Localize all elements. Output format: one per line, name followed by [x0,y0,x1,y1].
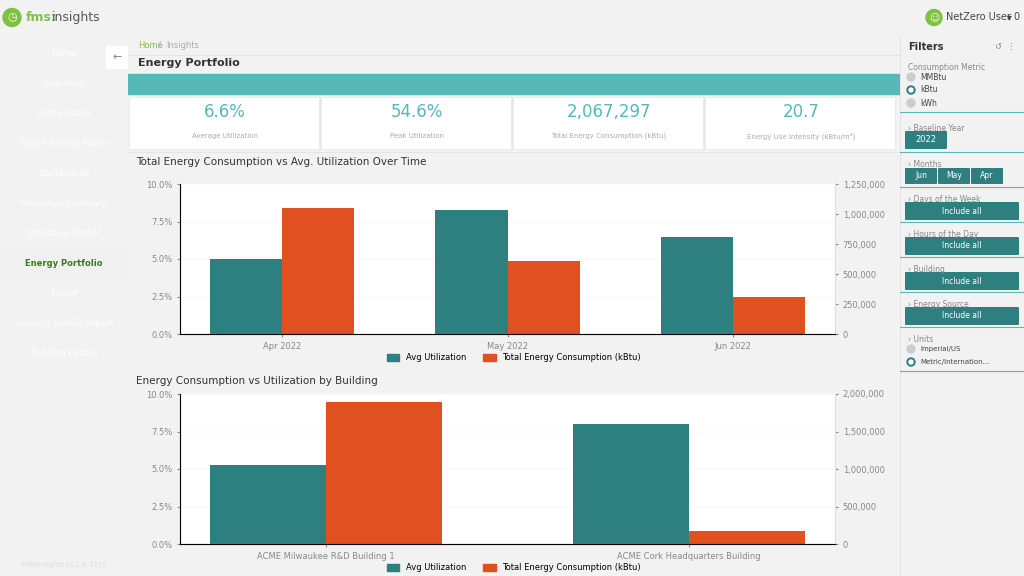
Text: › Energy Source: › Energy Source [908,300,969,309]
Text: ▾: ▾ [1008,13,1012,22]
Bar [572,424,689,544]
Bar [733,297,805,334]
Bar [106,46,128,68]
Text: Space Activity Matrix: Space Activity Matrix [19,138,109,147]
Text: › Building: › Building [908,265,945,274]
Text: insights: insights [52,11,100,24]
FancyBboxPatch shape [905,307,1019,325]
Circle shape [907,358,915,366]
Legend: Avg Utilization, Total Energy Consumption (kBtu): Avg Utilization, Total Energy Consumptio… [384,560,644,576]
Text: 2022: 2022 [915,135,937,145]
Text: › Baseline Year: › Baseline Year [908,124,965,133]
Bar [689,531,805,544]
Text: ↺  ⋮: ↺ ⋮ [995,43,1016,51]
Bar [321,97,511,149]
Text: Import: Import [50,289,78,297]
Text: Utilization Summary: Utilization Summary [22,199,106,207]
Text: Include all: Include all [942,276,982,286]
Text: 6.6%: 6.6% [204,103,246,120]
Text: Home: Home [138,40,163,50]
Bar [705,97,895,149]
Text: FMSInsights (3.1.0.317): FMSInsights (3.1.0.317) [23,562,105,568]
Text: › Units: › Units [908,335,933,344]
Text: Apr: Apr [980,172,993,180]
Bar [513,97,703,149]
Text: 2,067,297: 2,067,297 [566,103,651,120]
Text: 20.7: 20.7 [782,103,819,120]
Text: 54.6%: 54.6% [391,103,443,120]
Text: ←: ← [113,52,122,62]
Text: Building Details Import: Building Details Import [15,319,113,328]
Text: Total Energy Consumption vs Avg. Utilization Over Time: Total Energy Consumption vs Avg. Utiliza… [136,157,426,166]
Circle shape [907,73,915,81]
Text: ◷: ◷ [7,13,16,22]
Text: › Months: › Months [908,160,942,169]
Text: Peak Utilization: Peak Utilization [390,133,444,139]
Circle shape [907,345,915,353]
FancyBboxPatch shape [938,168,970,184]
Bar [326,401,442,544]
Text: Insights: Insights [166,40,199,50]
Text: kBtu: kBtu [920,85,938,94]
Bar [0,252,128,274]
Circle shape [909,360,913,364]
Text: Live View: Live View [44,78,84,88]
FancyBboxPatch shape [905,168,937,184]
Text: Dashboards: Dashboards [39,169,89,177]
Text: Average Utilization: Average Utilization [193,133,258,139]
Text: Metric/Internation...: Metric/Internation... [920,359,989,365]
FancyBboxPatch shape [971,168,1002,184]
Legend: Avg Utilization, Total Energy Consumption (kBtu): Avg Utilization, Total Energy Consumptio… [384,350,644,366]
Text: Include all: Include all [942,207,982,215]
Text: Energy Consumption vs Utilization by Building: Energy Consumption vs Utilization by Bui… [136,376,378,386]
Text: Filters: Filters [908,42,943,52]
Text: May: May [946,172,962,180]
Circle shape [3,9,22,26]
FancyBboxPatch shape [905,272,1019,290]
Text: Building Details: Building Details [31,348,97,358]
Circle shape [907,86,915,94]
Text: fms:: fms: [26,11,57,24]
Bar [210,259,282,334]
FancyBboxPatch shape [905,237,1019,255]
Text: Total Energy Consumption (kBtu): Total Energy Consumption (kBtu) [551,132,667,139]
Bar [660,237,733,334]
FancyBboxPatch shape [905,131,947,149]
Text: Home: Home [51,48,77,58]
Circle shape [909,88,913,92]
Bar [282,208,354,334]
Bar [435,210,508,334]
Bar [128,74,900,94]
Text: Energy Use Intensity (kBtu/m²): Energy Use Intensity (kBtu/m²) [746,132,855,140]
Text: kWh: kWh [920,98,937,108]
Text: Utilization Details: Utilization Details [27,229,101,237]
Text: Imperial/US: Imperial/US [920,346,961,352]
Text: Include all: Include all [942,312,982,320]
Text: › Hours of the Day: › Hours of the Day [908,230,978,239]
Text: Jun: Jun [915,172,927,180]
Text: › Days of the Week: › Days of the Week [908,195,981,204]
Text: Configuration: Configuration [36,108,92,118]
Text: MMBtu: MMBtu [920,73,946,81]
Text: Energy Portfolio: Energy Portfolio [26,259,102,267]
Text: ☺: ☺ [929,13,939,22]
Text: /: / [158,40,161,50]
Bar [129,97,319,149]
Text: Include all: Include all [942,241,982,251]
Circle shape [926,9,942,25]
Text: Consumption Metric: Consumption Metric [908,63,985,72]
Text: Energy Portfolio: Energy Portfolio [138,58,240,68]
Text: NetZero User 0: NetZero User 0 [946,13,1020,22]
Circle shape [907,99,915,107]
Bar [210,464,326,544]
Bar [508,261,580,334]
FancyBboxPatch shape [905,202,1019,220]
